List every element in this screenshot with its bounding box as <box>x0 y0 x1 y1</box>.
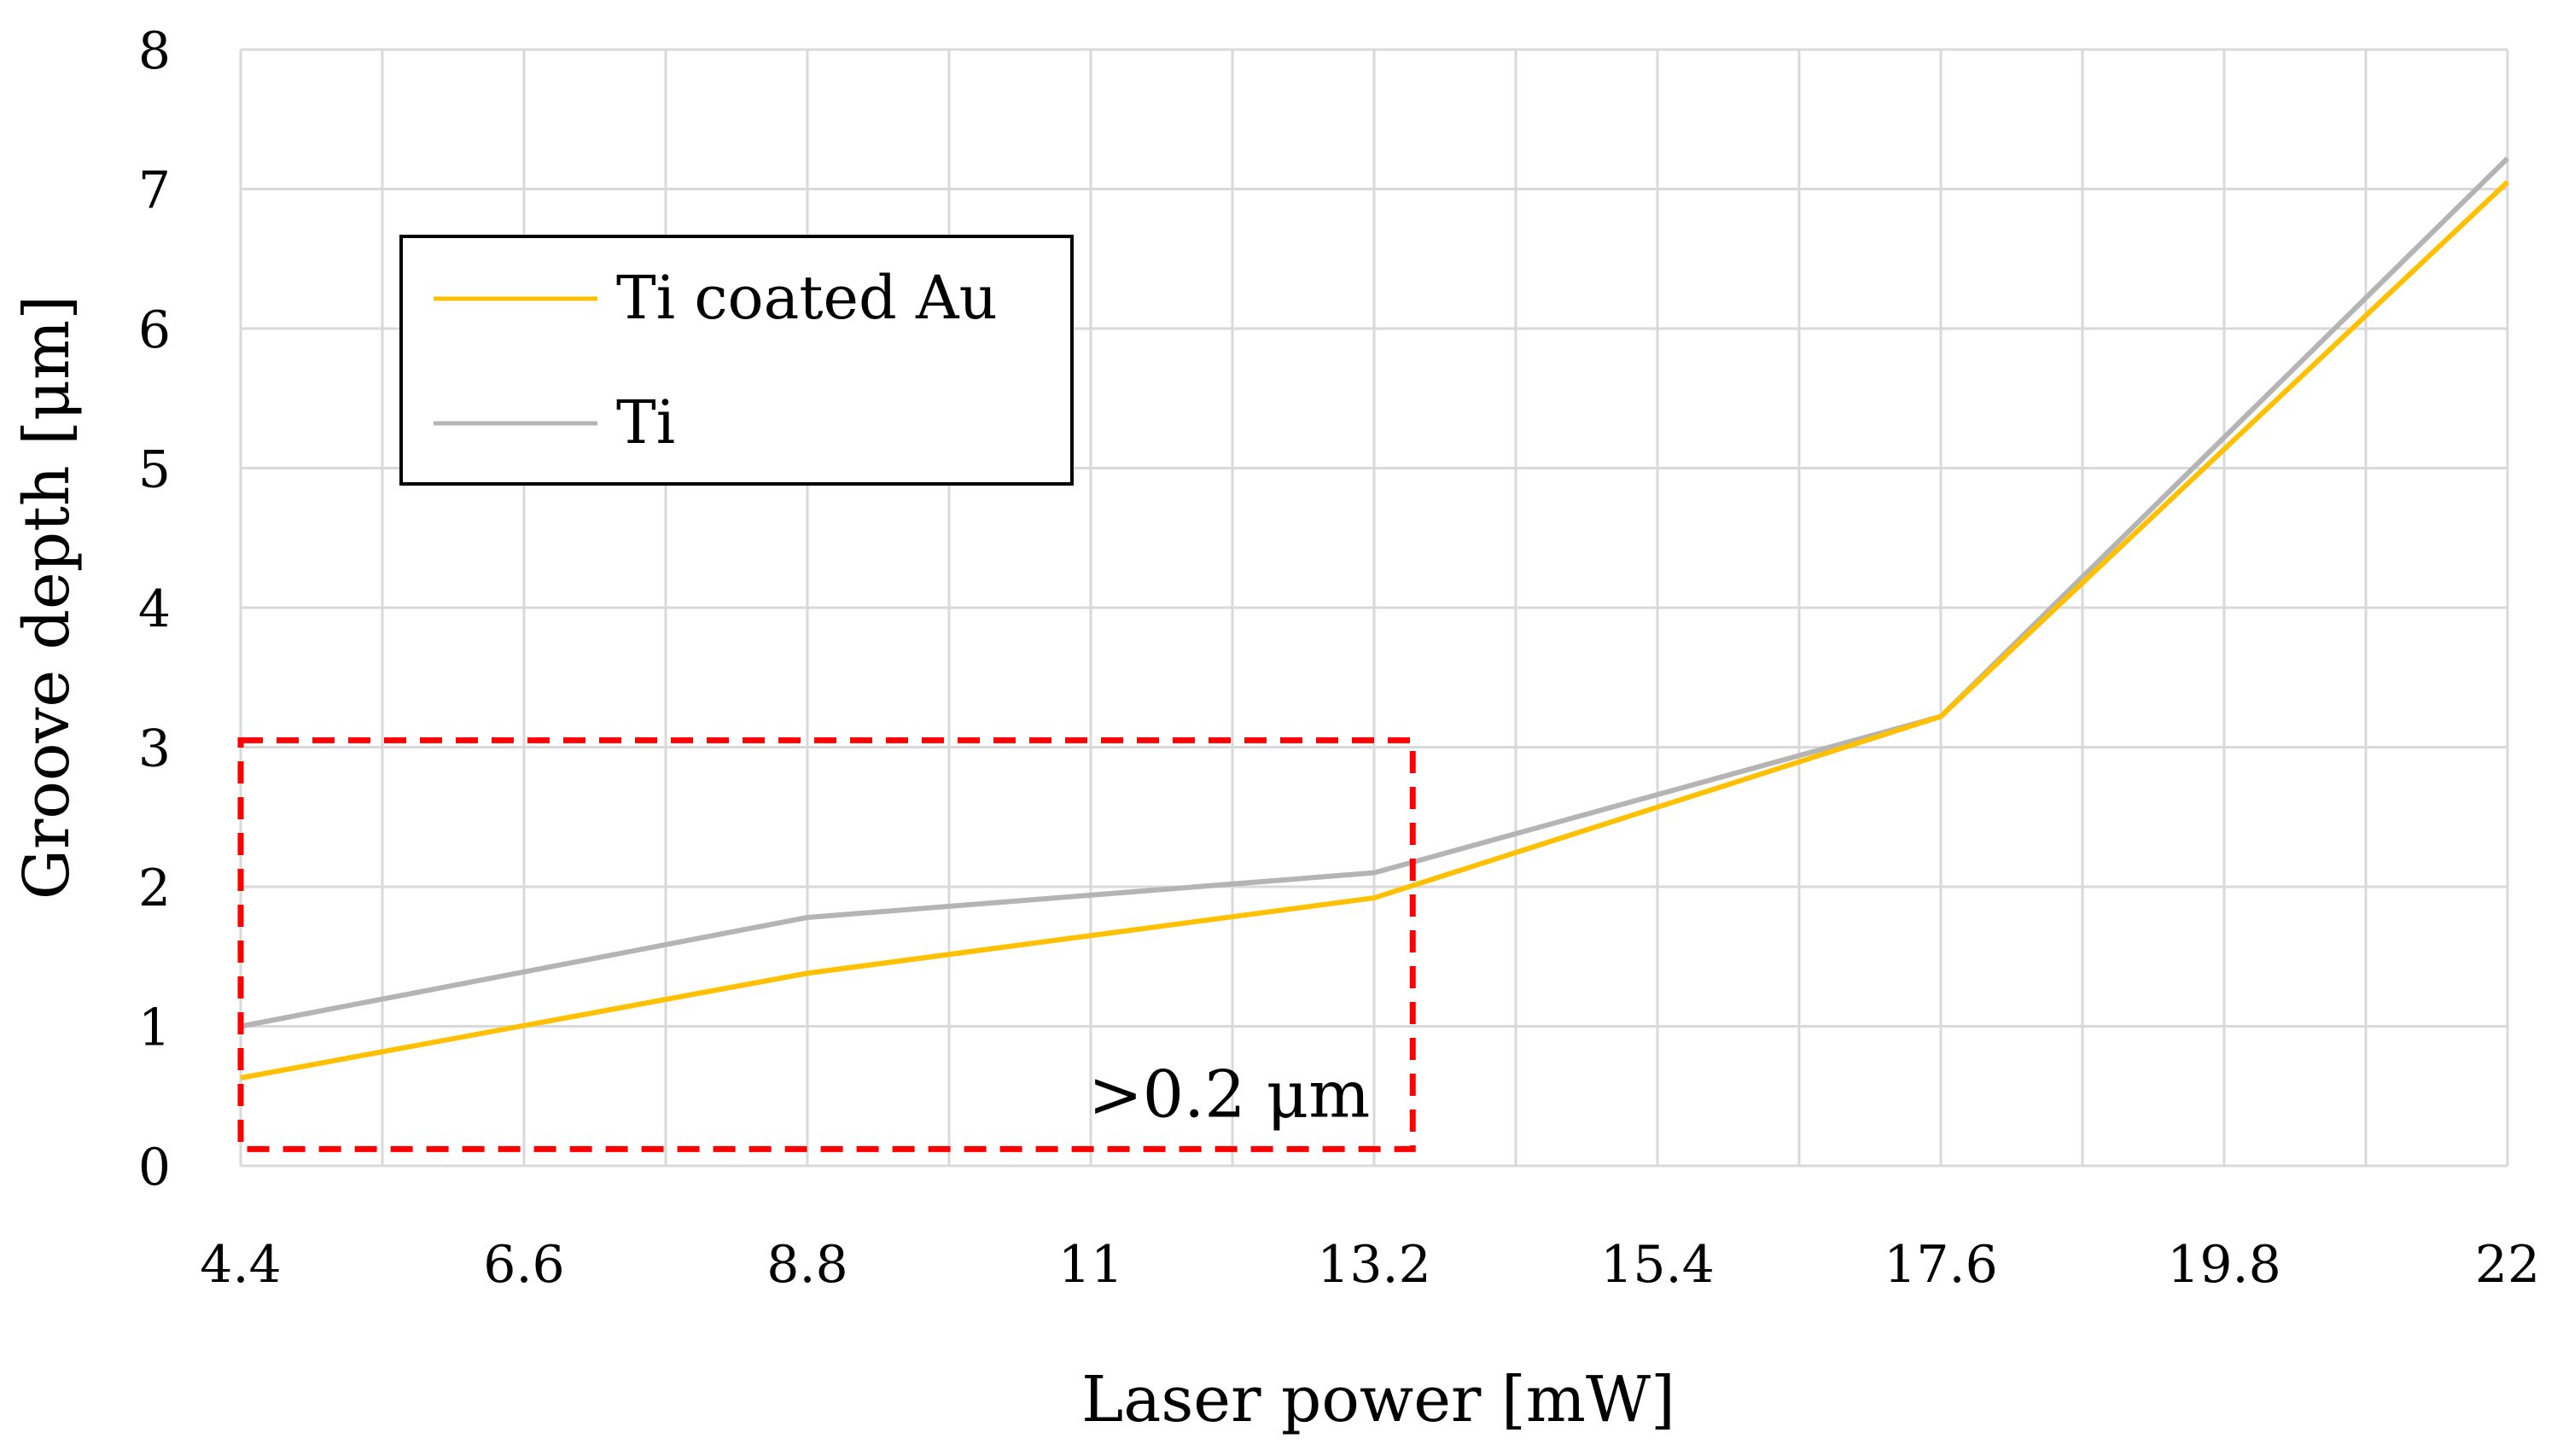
annotation-label: >0.2 μm <box>1088 1056 1370 1132</box>
x-tick-label: 6.6 <box>483 1235 564 1295</box>
y-tick-label: 5 <box>138 440 171 500</box>
y-tick-label: 0 <box>138 1138 171 1197</box>
x-tick-label: 22 <box>2475 1235 2540 1295</box>
y-tick-label: 1 <box>138 999 171 1058</box>
annotation-dashed-box <box>237 737 1416 1152</box>
x-tick-label: 11 <box>1058 1235 1123 1295</box>
x-tick-label: 15.4 <box>1600 1235 1715 1295</box>
x-axis-title: Laser power [mW] <box>1081 1363 1675 1436</box>
series-line-ti <box>240 156 2510 1029</box>
legend: Ti coated Au Ti <box>399 235 1074 486</box>
y-tick-label: 6 <box>138 300 171 360</box>
y-tick-label: 2 <box>138 859 171 918</box>
y-axis-title: Groove depth [μm] <box>10 295 84 900</box>
x-tick-label: 8.8 <box>766 1235 847 1295</box>
annotation-region: >0.2 μm <box>237 737 1416 1152</box>
x-tick-label: 13.2 <box>1317 1235 1431 1295</box>
x-tick-label: 17.6 <box>1884 1235 1998 1295</box>
series-line-ti-coated-au <box>240 180 2510 1080</box>
legend-box <box>399 235 1074 486</box>
series-lines <box>240 156 2510 1080</box>
legend-label-ti: Ti <box>616 387 675 457</box>
y-tick-label: 4 <box>138 579 171 639</box>
x-tick-label: 19.8 <box>2167 1235 2281 1295</box>
x-tick-label: 4.4 <box>200 1235 281 1295</box>
y-tick-labels: 0 1 2 3 4 5 6 7 8 <box>138 21 171 1197</box>
y-tick-label: 3 <box>138 719 171 779</box>
legend-label-ti-coated-au: Ti coated Au <box>616 263 998 333</box>
x-tick-labels: 4.4 6.6 8.8 11 13.2 15.4 17.6 19.8 22 <box>200 1235 2540 1295</box>
y-tick-label: 8 <box>138 21 171 81</box>
y-tick-label: 7 <box>138 161 171 221</box>
